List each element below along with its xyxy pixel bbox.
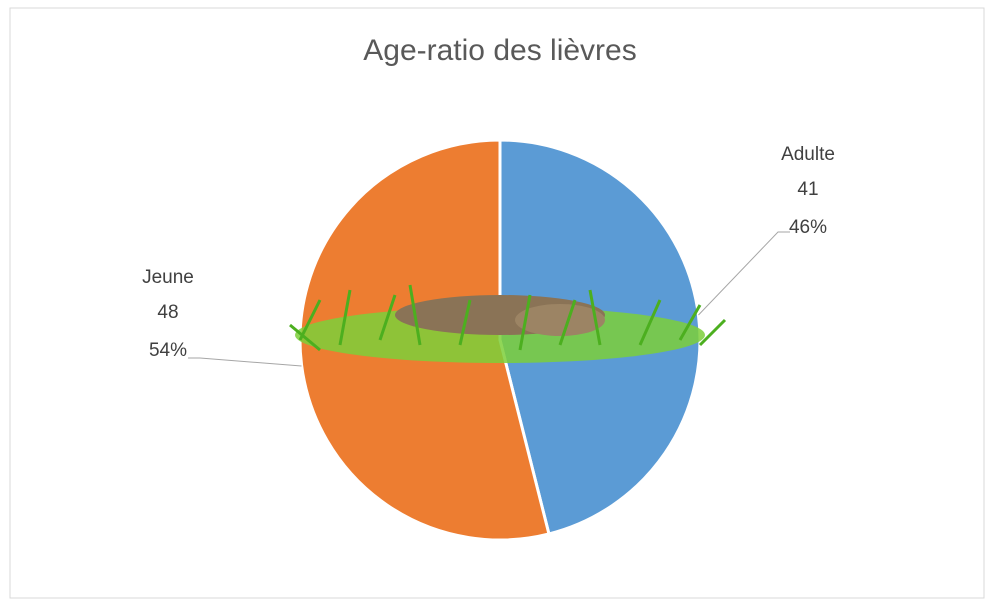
chart-title: Age-ratio des lièvres bbox=[363, 34, 636, 67]
page: {"chart_data": {"type": "pie", "title": … bbox=[0, 0, 985, 601]
percent-label: 46% bbox=[789, 217, 827, 238]
value-label: 41 bbox=[797, 179, 818, 200]
percent-label: 54% bbox=[149, 340, 187, 361]
value-label: 48 bbox=[157, 302, 178, 323]
chart: Age-ratio des lièvres Adulte 41 46% Jeune 48… bbox=[0, 0, 985, 601]
category-label: Jeune bbox=[142, 267, 194, 288]
category-label: Adulte bbox=[781, 144, 835, 165]
